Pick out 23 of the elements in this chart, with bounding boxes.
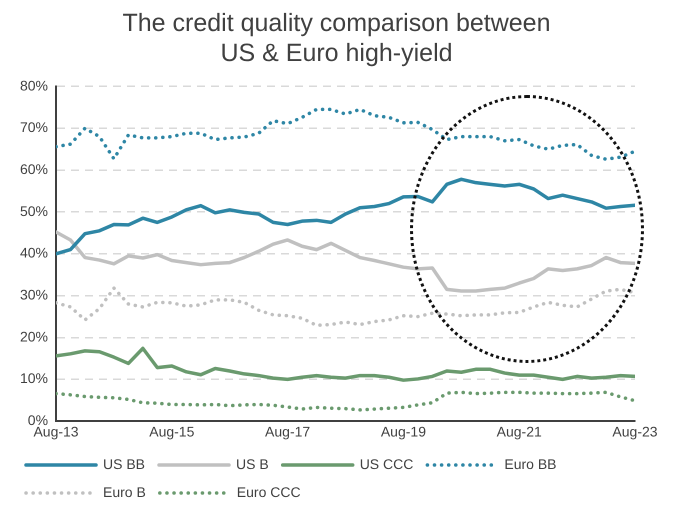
- x-tick-label: Aug-19: [380, 423, 426, 440]
- x-tick-label: Aug-23: [612, 423, 658, 440]
- y-tick-label: 60%: [20, 160, 48, 177]
- y-tick-label: 10%: [20, 370, 48, 386]
- y-tick-label: 50%: [20, 202, 48, 219]
- y-tick-label: 80%: [20, 77, 48, 94]
- legend-label: Euro B: [103, 484, 146, 500]
- y-tick-label: 70%: [20, 119, 48, 136]
- legend-label: US CCC: [360, 456, 414, 472]
- legend-label: US BB: [103, 456, 146, 472]
- y-tick-label: 30%: [20, 286, 48, 303]
- legend-label: Euro BB: [504, 456, 556, 472]
- x-tick-label: Aug-15: [149, 423, 195, 440]
- y-tick-label: 20%: [20, 328, 48, 344]
- x-tick-label: Aug-21: [496, 423, 542, 440]
- line-series: [56, 286, 635, 328]
- line-series: [56, 108, 635, 161]
- line-series: [56, 390, 635, 412]
- x-tick-label: Aug-17: [265, 423, 310, 440]
- chart-title: The credit quality comparison between US & Euro high-yield: [121, 8, 552, 69]
- y-tick-label: 40%: [20, 244, 48, 261]
- legend-label: Euro CCC: [236, 484, 301, 500]
- legend-label: US B: [236, 456, 269, 472]
